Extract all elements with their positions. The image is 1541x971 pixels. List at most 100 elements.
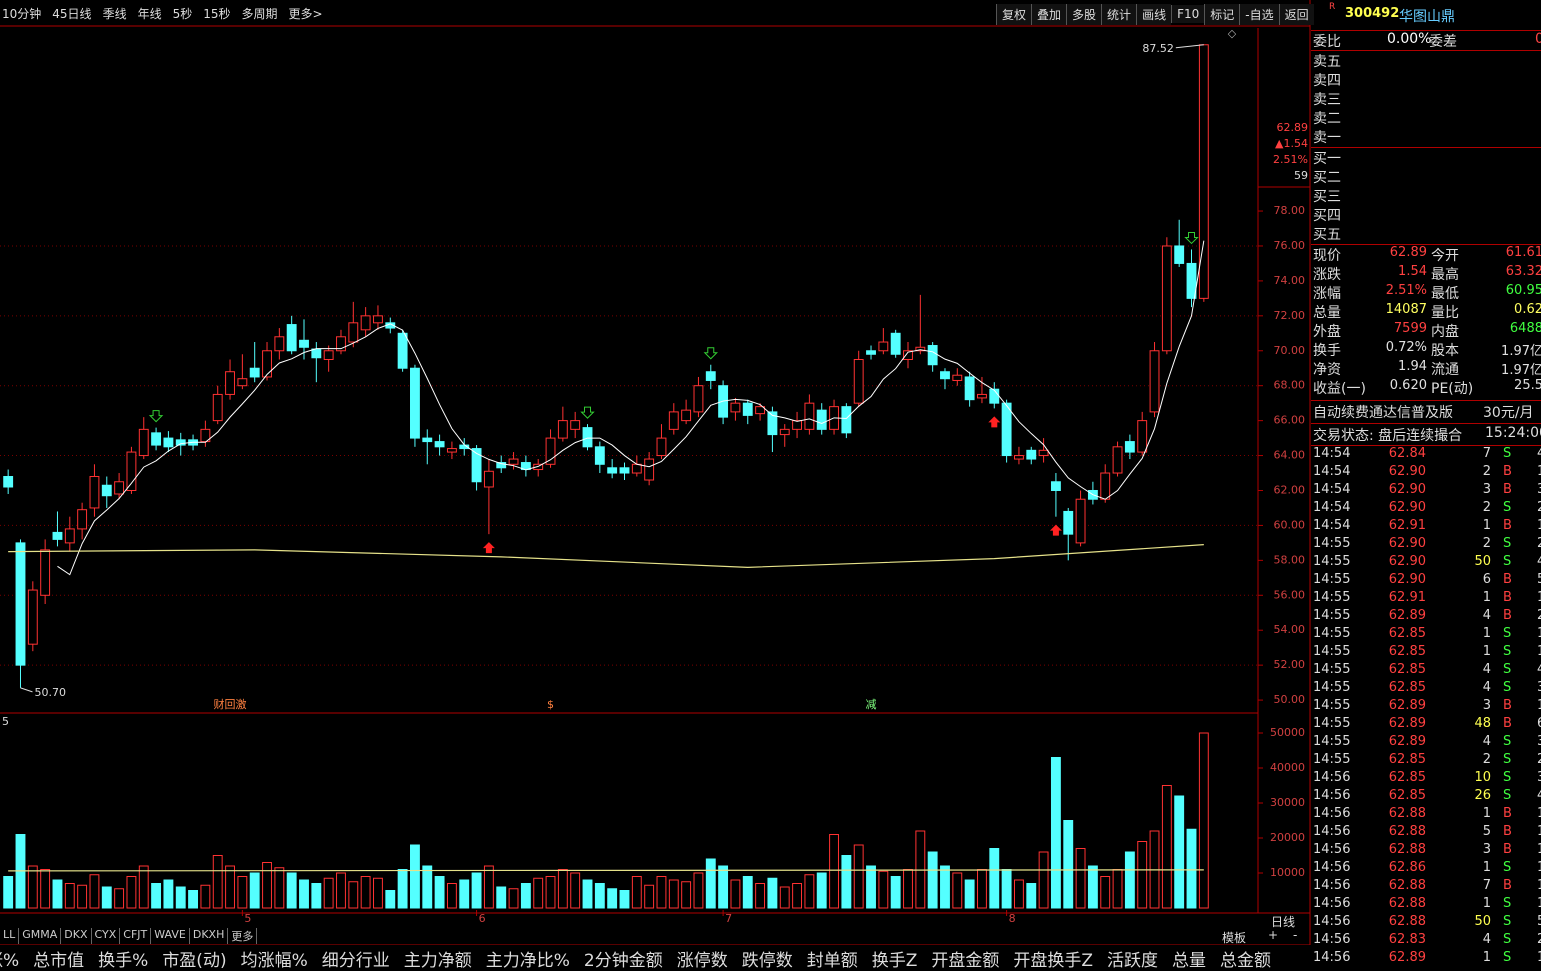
tool-button[interactable]: 叠加 [1031, 3, 1067, 25]
tick-side: S [1503, 950, 1512, 965]
volume-bar [200, 884, 211, 909]
candle-body [410, 367, 420, 439]
y-tick-label: 76.00 [1274, 239, 1306, 252]
indicator-tab[interactable]: LL [0, 928, 20, 944]
promo[interactable]: 自动续费通达信普及版 [1313, 405, 1453, 421]
tool-button[interactable]: 统计 [1101, 3, 1137, 25]
candle-body [853, 358, 864, 404]
volume-bar [755, 882, 766, 909]
tick-count: 1 [1537, 626, 1541, 641]
volume-bar [188, 889, 198, 909]
volume-bar [299, 879, 309, 909]
volume-bar [767, 877, 778, 909]
column-name[interactable]: 均涨幅% [240, 951, 308, 971]
column-name[interactable]: 总量 [1172, 951, 1207, 971]
candle-body [594, 446, 605, 465]
column-name[interactable]: 市盈(动) [162, 951, 227, 971]
volume-bar [77, 884, 88, 909]
volume-bar [323, 877, 334, 909]
date-label: 7 [725, 912, 732, 925]
candle-body [138, 428, 149, 457]
column-name[interactable]: 涨停数 [676, 951, 728, 971]
volume-bar [693, 872, 704, 909]
sell-row: 卖四 [1313, 70, 1541, 89]
stat-label: 今开 [1431, 248, 1459, 264]
volume-bar [927, 851, 938, 909]
tick-row: 14:55 62.89 4S 3 [1313, 734, 1541, 753]
indicator-tab[interactable]: DKX [61, 928, 92, 944]
volume-bar [829, 833, 839, 909]
period-button[interactable]: 5秒 [172, 6, 193, 21]
column-name[interactable]: 细分行业 [321, 951, 390, 971]
tick-volume: 2 [1482, 500, 1491, 515]
candle-body [77, 509, 88, 530]
column-name[interactable]: 涨% [0, 951, 20, 971]
tool-button[interactable]: 多股 [1066, 3, 1102, 25]
tick-price: 62.85 [1388, 626, 1426, 641]
period-button[interactable]: 更多> [288, 6, 323, 21]
indicator-tab[interactable]: 更多 [228, 928, 258, 944]
tick-volume: 4 [1482, 680, 1491, 695]
tool-button[interactable]: 返回 [1278, 3, 1314, 25]
column-name[interactable]: 换手Z [871, 951, 918, 971]
volume-bar [533, 877, 544, 909]
column-name[interactable]: 开盘金额 [931, 951, 1000, 971]
column-name[interactable]: 2分钟金额 [583, 951, 663, 971]
buy-row: 买二 [1313, 167, 1541, 186]
tick-volume: 1 [1482, 644, 1491, 659]
volume-bar [705, 858, 716, 909]
tick-volume: 50 [1474, 554, 1491, 569]
period-button[interactable]: 10分钟 [2, 6, 42, 21]
candle-body [323, 350, 334, 360]
column-name[interactable]: 主力净额 [403, 951, 472, 971]
buy-row: 买一 [1313, 148, 1541, 167]
period-button[interactable]: 多周期 [241, 6, 278, 21]
period-button[interactable]: 季线 [102, 6, 127, 21]
tick-time: 14:56 [1313, 860, 1351, 875]
tick-time: 14:55 [1313, 716, 1351, 731]
minus-button[interactable]: - [1293, 928, 1298, 942]
indicator-tab[interactable]: CFJT [120, 928, 152, 944]
period-button[interactable]: 15秒 [203, 6, 231, 21]
stat-label: 最低 [1431, 286, 1459, 302]
tool-button[interactable]: F10 [1171, 5, 1205, 23]
column-name[interactable]: 活跃度 [1107, 951, 1159, 971]
tool-button[interactable]: 标记 [1204, 3, 1240, 25]
indicator-tab[interactable]: CYX [92, 928, 121, 944]
column-name[interactable]: 主力净比% [485, 951, 570, 971]
tool-toolbar: 复权 叠加 多股 统计 画线 F10 标记 -自选 返回 [996, 3, 1314, 25]
tick-volume: 1 [1482, 860, 1491, 875]
tick-side: B [1503, 842, 1512, 857]
indicator-tab[interactable]: WAVE [151, 928, 190, 944]
candle-body [557, 420, 568, 439]
period-button[interactable]: 年线 [137, 6, 162, 21]
tick-count: 6 [1537, 716, 1541, 731]
candle-body [348, 322, 359, 343]
volume-bar [348, 881, 359, 909]
column-name[interactable]: 跌停数 [741, 951, 793, 971]
tool-button[interactable]: -自选 [1239, 3, 1279, 25]
indicator-tab[interactable]: DKXH [190, 928, 229, 944]
period-button[interactable]: 45日线 [52, 6, 92, 21]
column-name[interactable]: 开盘换手Z [1013, 951, 1094, 971]
volume-bar [656, 875, 667, 909]
template-button[interactable]: 模板 [1222, 931, 1247, 945]
plus-button[interactable]: + [1268, 928, 1279, 942]
column-name[interactable]: 封单额 [806, 951, 858, 971]
tick-count: 2 [1537, 536, 1541, 551]
indicator-tab[interactable]: GMMA [19, 928, 62, 944]
tick-count: 4 [1537, 662, 1541, 677]
column-name[interactable]: 换手% [98, 951, 149, 971]
column-name[interactable]: 总金额 [1220, 951, 1272, 971]
stat-label: 涨幅 [1313, 286, 1341, 302]
stat-value: 25.5 [1514, 378, 1541, 393]
volume-bar [89, 874, 100, 909]
tool-button[interactable]: 复权 [996, 3, 1032, 25]
stat-row: 现价 62.89 今开 61.61 [1313, 245, 1541, 264]
tool-button[interactable]: 画线 [1136, 3, 1172, 25]
tick-count: 2 [1537, 932, 1541, 947]
volume-tick-label: 30000 [1270, 796, 1305, 809]
tick-time: 14:56 [1313, 878, 1351, 893]
tick-volume: 1 [1482, 950, 1491, 965]
column-name[interactable]: 总市值 [33, 951, 85, 971]
